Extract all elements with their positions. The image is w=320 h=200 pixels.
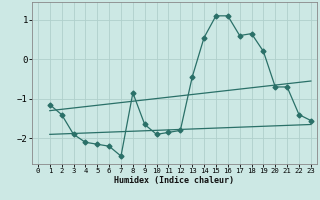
X-axis label: Humidex (Indice chaleur): Humidex (Indice chaleur) [115,176,234,185]
